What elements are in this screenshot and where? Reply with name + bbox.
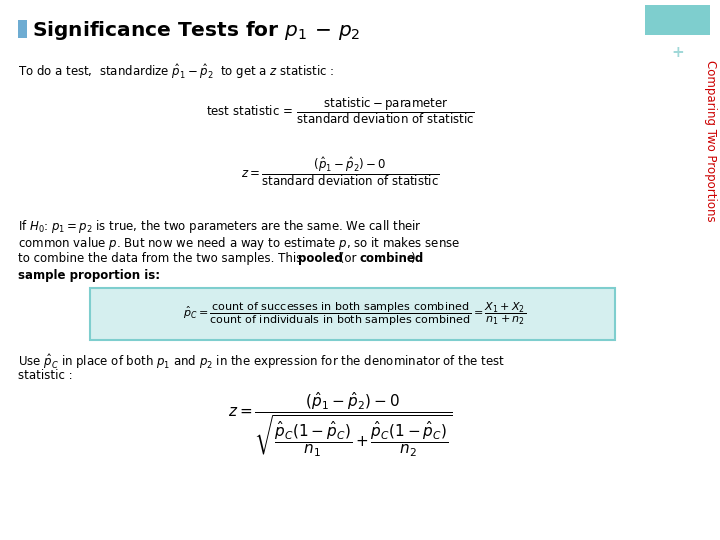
Text: common value $p$. But now we need a way to estimate $p$, so it makes sense: common value $p$. But now we need a way … bbox=[18, 235, 460, 252]
Bar bbox=[645, 5, 710, 35]
Text: pooled: pooled bbox=[298, 252, 343, 265]
Text: (or: (or bbox=[336, 252, 360, 265]
Text: test statistic$\,=\,\dfrac{\mathrm{statistic}-\mathrm{parameter}}{\mathrm{standa: test statistic$\,=\,\dfrac{\mathrm{stati… bbox=[206, 95, 474, 126]
Text: Significance Tests for $\mathit{p}_1\,-\,\mathit{p}_2$: Significance Tests for $\mathit{p}_1\,-\… bbox=[32, 18, 361, 42]
Text: statistic :: statistic : bbox=[18, 369, 73, 382]
Text: sample proportion is:: sample proportion is: bbox=[18, 269, 160, 282]
Text: $z=\dfrac{(\hat{p}_1-\hat{p}_2)-0}{\mathrm{standard\ deviation\ of\ statistic}}$: $z=\dfrac{(\hat{p}_1-\hat{p}_2)-0}{\math… bbox=[240, 155, 439, 188]
Text: ): ) bbox=[410, 252, 415, 265]
Text: $\hat{p}_C = \dfrac{\mathrm{count\ of\ successes\ in\ both\ samples\ combined}}{: $\hat{p}_C = \dfrac{\mathrm{count\ of\ s… bbox=[184, 300, 526, 328]
Text: +: + bbox=[672, 45, 685, 60]
Text: Comparing Two Proportions: Comparing Two Proportions bbox=[703, 60, 716, 221]
Text: Use $\hat{p}_C$ in place of both $p_1$ and $p_2$ in the expression for the denom: Use $\hat{p}_C$ in place of both $p_1$ a… bbox=[18, 352, 505, 371]
Text: combined: combined bbox=[360, 252, 424, 265]
Text: $z=\dfrac{(\hat{p}_1-\hat{p}_2)-0}{\sqrt{\dfrac{\hat{p}_C(1-\hat{p}_C)}{n_1}+\df: $z=\dfrac{(\hat{p}_1-\hat{p}_2)-0}{\sqrt… bbox=[228, 391, 452, 460]
Bar bbox=[90, 288, 615, 340]
Text: to combine the data from the two samples. This: to combine the data from the two samples… bbox=[18, 252, 306, 265]
Bar bbox=[18, 20, 27, 38]
Text: If $H_0$: $p_1 = p_2$ is true, the two parameters are the same. We call their: If $H_0$: $p_1 = p_2$ is true, the two p… bbox=[18, 218, 422, 235]
Text: To do a test,  standardize $\hat{p}_1-\hat{p}_2$  to get a $z$ statistic :: To do a test, standardize $\hat{p}_1-\ha… bbox=[18, 62, 334, 81]
